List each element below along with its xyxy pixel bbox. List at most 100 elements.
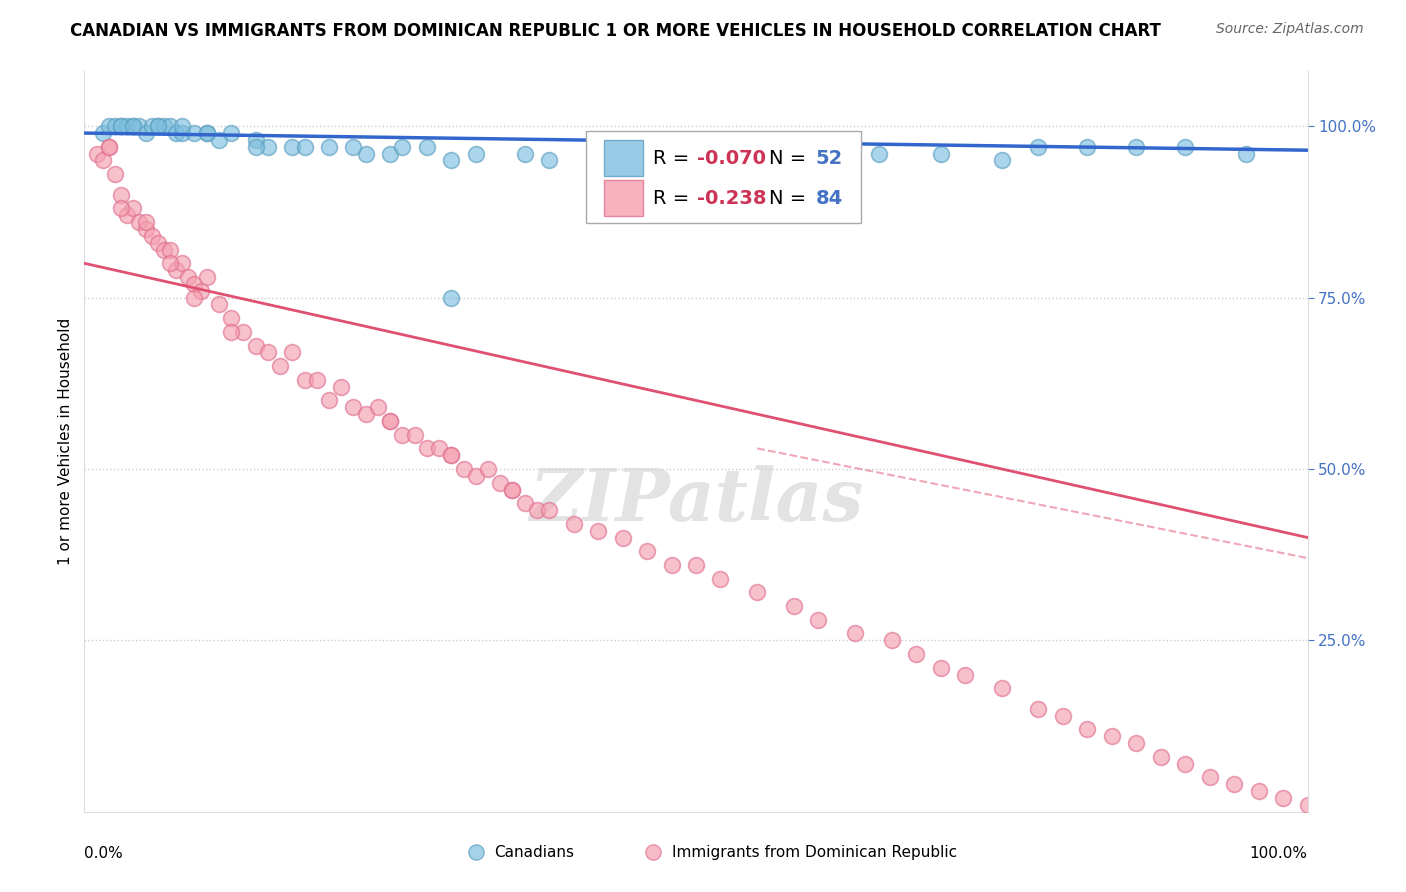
- Point: [538, 503, 561, 517]
- Point: [122, 119, 145, 133]
- Point: [404, 427, 426, 442]
- Point: [318, 393, 340, 408]
- Point: [115, 208, 138, 222]
- Text: -0.238: -0.238: [697, 188, 766, 208]
- Point: [245, 338, 267, 352]
- Point: [464, 468, 486, 483]
- Point: [122, 202, 145, 216]
- Point: [245, 140, 267, 154]
- Point: [612, 531, 634, 545]
- Point: [1296, 797, 1319, 812]
- Point: [115, 119, 138, 133]
- Text: 100.0%: 100.0%: [1250, 846, 1308, 861]
- Point: [513, 496, 536, 510]
- Point: [195, 126, 218, 140]
- Y-axis label: 1 or more Vehicles in Household: 1 or more Vehicles in Household: [58, 318, 73, 566]
- Point: [464, 146, 486, 161]
- Point: [1101, 729, 1123, 743]
- Point: [747, 146, 769, 161]
- Point: [342, 401, 364, 415]
- Point: [91, 153, 114, 168]
- Point: [416, 442, 439, 456]
- Point: [97, 140, 120, 154]
- Point: [380, 414, 402, 428]
- Point: [1247, 784, 1270, 798]
- Text: Immigrants from Dominican Republic: Immigrants from Dominican Republic: [672, 845, 956, 860]
- Point: [172, 126, 194, 140]
- Point: [562, 516, 585, 531]
- Point: [104, 167, 127, 181]
- Point: [110, 119, 132, 133]
- Point: [91, 126, 114, 140]
- Point: [869, 146, 891, 161]
- Text: ZIPatlas: ZIPatlas: [529, 466, 863, 536]
- Point: [1150, 750, 1173, 764]
- Point: [929, 146, 952, 161]
- Point: [208, 297, 231, 311]
- Point: [416, 140, 439, 154]
- Point: [1223, 777, 1246, 791]
- Point: [709, 572, 731, 586]
- Point: [135, 126, 157, 140]
- Point: [1174, 756, 1197, 771]
- Point: [110, 119, 132, 133]
- Point: [141, 119, 163, 133]
- Point: [110, 202, 132, 216]
- Text: Canadians: Canadians: [494, 845, 574, 860]
- Point: [380, 414, 402, 428]
- Point: [440, 153, 463, 168]
- Point: [146, 235, 169, 250]
- Point: [929, 661, 952, 675]
- Point: [440, 448, 463, 462]
- Point: [183, 291, 205, 305]
- Point: [477, 462, 499, 476]
- Point: [1198, 771, 1220, 785]
- Point: [513, 146, 536, 161]
- Point: [165, 263, 187, 277]
- Point: [104, 119, 127, 133]
- Point: [636, 140, 658, 154]
- Point: [367, 401, 389, 415]
- Point: [294, 373, 316, 387]
- Point: [165, 126, 187, 140]
- Text: 0.0%: 0.0%: [84, 846, 124, 861]
- Point: [1028, 702, 1050, 716]
- Point: [159, 243, 181, 257]
- Point: [86, 146, 108, 161]
- Point: [1174, 140, 1197, 154]
- Text: 84: 84: [815, 188, 844, 208]
- Point: [586, 174, 609, 188]
- Point: [807, 174, 830, 188]
- Point: [354, 407, 377, 421]
- Point: [1052, 708, 1074, 723]
- Point: [232, 325, 254, 339]
- Point: [153, 243, 176, 257]
- Text: 52: 52: [815, 149, 844, 168]
- Point: [661, 558, 683, 572]
- Point: [342, 140, 364, 154]
- Point: [391, 427, 413, 442]
- Point: [190, 284, 212, 298]
- Point: [1272, 791, 1295, 805]
- Point: [159, 119, 181, 133]
- Point: [991, 681, 1014, 696]
- Point: [172, 119, 194, 133]
- Point: [880, 633, 903, 648]
- Point: [330, 380, 353, 394]
- Point: [538, 153, 561, 168]
- Point: [1125, 140, 1147, 154]
- Point: [502, 483, 524, 497]
- Point: [685, 153, 707, 168]
- Point: [305, 373, 328, 387]
- Point: [807, 613, 830, 627]
- Point: [281, 140, 304, 154]
- Point: [953, 667, 976, 681]
- Text: N =: N =: [769, 149, 813, 168]
- Point: [427, 442, 450, 456]
- FancyBboxPatch shape: [586, 130, 860, 223]
- Text: R =: R =: [654, 149, 696, 168]
- Point: [219, 311, 242, 326]
- Point: [991, 153, 1014, 168]
- Point: [195, 126, 218, 140]
- Point: [1028, 140, 1050, 154]
